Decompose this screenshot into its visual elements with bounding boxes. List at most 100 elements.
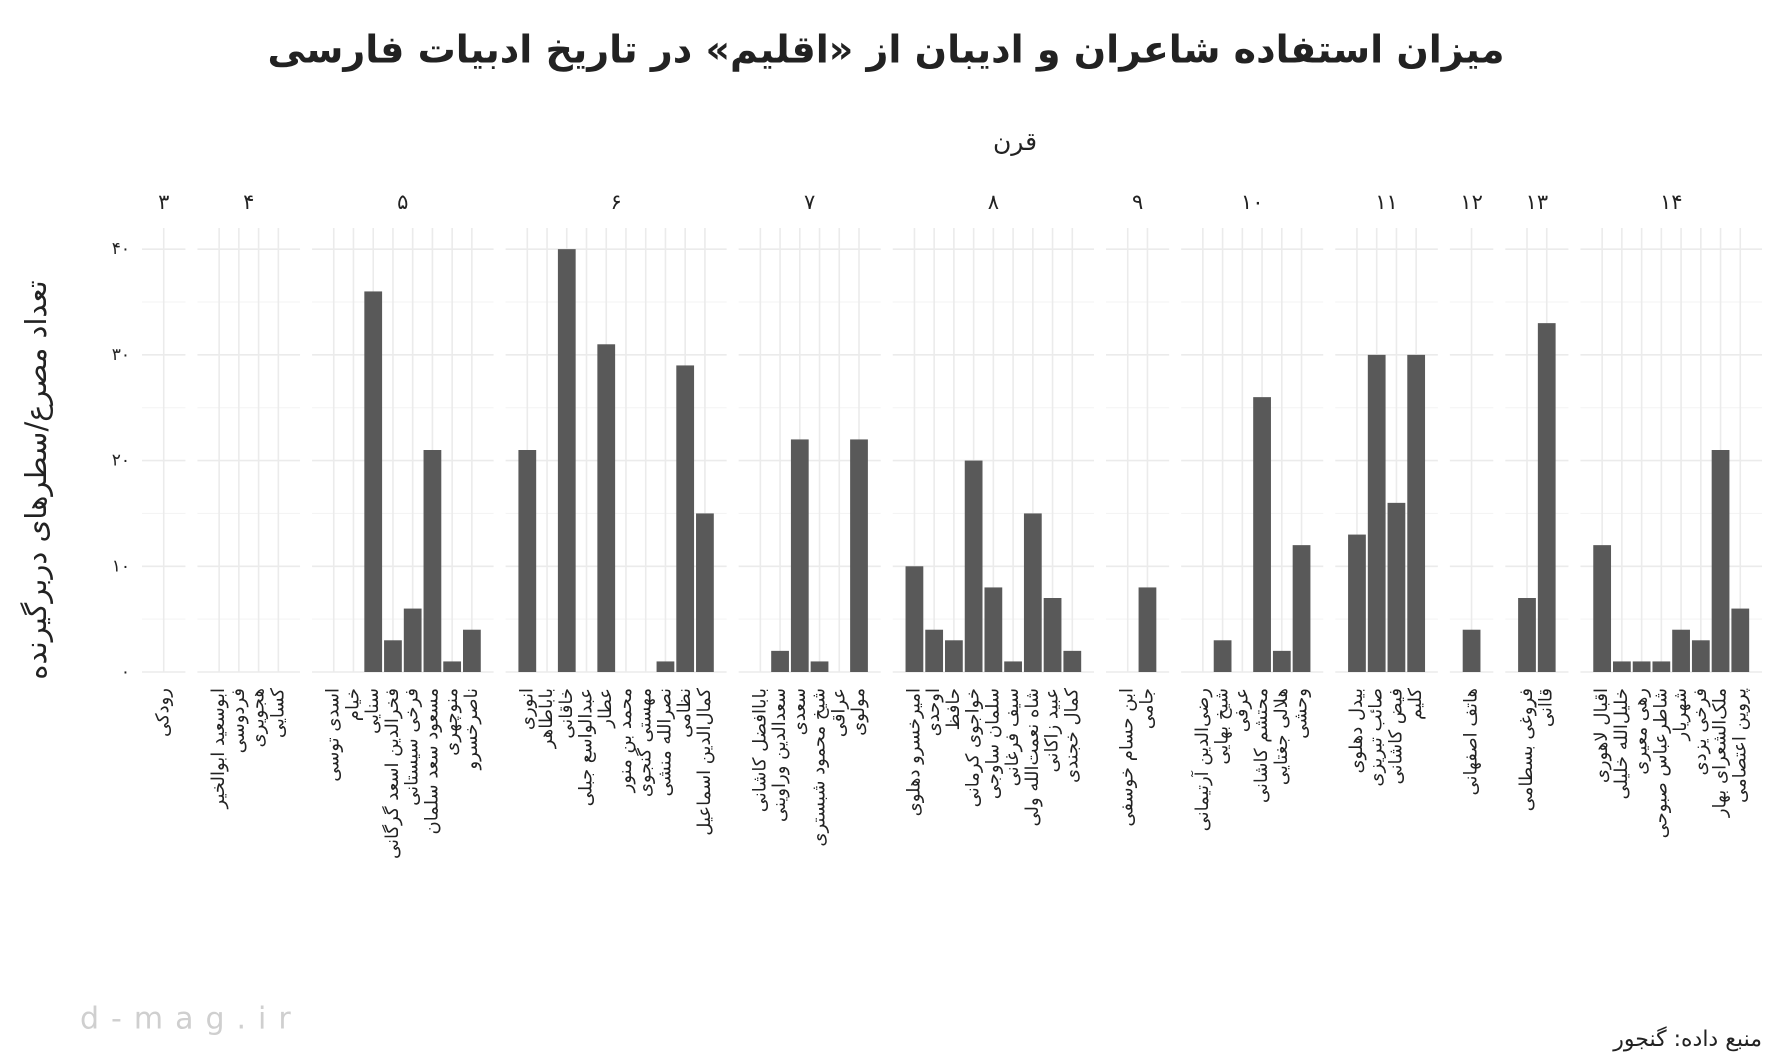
x-tick-label: فردوسی (228, 688, 249, 753)
x-tick-label: انوری (516, 688, 537, 730)
bar (597, 344, 616, 672)
bar (463, 629, 481, 672)
x-tick-label: اسدی توسی (323, 688, 344, 782)
bar (1593, 545, 1612, 672)
x-tick-label: محتشم کاشانی (1251, 688, 1272, 803)
bar (1367, 354, 1386, 672)
x-tick-label: بیدل دهلوی (1346, 688, 1367, 774)
facet-label: ۱۲ (1460, 190, 1483, 214)
x-tick-label: صائب تبریزی (1366, 688, 1387, 787)
bar (810, 661, 829, 672)
bar (1731, 608, 1750, 672)
bar (945, 640, 963, 672)
x-tick-label: هاتف اصفهانی (1461, 688, 1482, 796)
facet-label: ۸ (988, 190, 999, 214)
x-tick-label: پروین اعتصامی (1729, 688, 1750, 803)
bar (423, 450, 442, 672)
bar (1213, 640, 1232, 672)
bar (1023, 513, 1042, 672)
x-tick-label: رضی‌الدین آرتیمانی (1190, 688, 1213, 831)
bar (1253, 397, 1271, 672)
x-tick-label: فخرالدین اسعد گرگانی (381, 688, 403, 859)
bar (364, 291, 383, 672)
x-tick-label: اقبال لاهوری (1591, 688, 1612, 783)
x-tick-label: عراقی (828, 688, 849, 737)
x-tick-label: فیض کاشانی (1385, 688, 1406, 784)
y-tick-label: ۲۰ (112, 451, 130, 471)
facet-label: ۳ (158, 190, 169, 214)
x-tick-label: حافظ (943, 688, 964, 730)
caption: منبع داده: گنجور (1612, 1026, 1762, 1052)
x-tick-label: شاه نعمت‌الله ولی (1022, 688, 1043, 827)
bar (676, 365, 695, 672)
facet-label: ۵ (397, 190, 408, 214)
x-tick-label: نصرالله منشی (654, 688, 675, 797)
bar (925, 629, 944, 672)
x-tick-label: مهستی گنجوی (634, 688, 656, 797)
bar (1652, 661, 1671, 672)
y-tick-label: ۱۰ (112, 556, 130, 576)
x-tick-label: عبید زاکانی (1042, 688, 1063, 773)
facet-label: ۱۰ (1241, 190, 1264, 214)
x-tick-label: باباطاهر (536, 688, 557, 749)
x-tick-label: امیرخسرو دهلوی (903, 688, 924, 816)
chart-title: میزان استفاده شاعران و ادیبان از «اقلیم»… (268, 28, 1505, 73)
bar (850, 439, 868, 672)
bar (1387, 502, 1406, 672)
x-tick-label: سنایی (362, 688, 383, 734)
x-tick-label: سعدالدین وراوینی (769, 688, 790, 822)
x-tick-label: عطار (595, 688, 616, 729)
x-tick-label: خیام (342, 688, 363, 721)
bar (696, 513, 714, 672)
bar (1004, 661, 1022, 672)
x-tick-label: باباافضل کاشانی (749, 688, 770, 812)
bar (771, 650, 789, 672)
x-tick-label: شهریار (1670, 688, 1691, 742)
bar (557, 249, 576, 672)
bar (1272, 650, 1291, 672)
x-tick-label: ناصرخسرو (461, 688, 482, 771)
x-tick-label: منوچهری (441, 688, 462, 756)
x-tick-label: هلالی جغتایی (1271, 688, 1292, 785)
x-tick-label: عرفی (1231, 688, 1252, 732)
y-tick-label: ۴۰ (112, 239, 130, 259)
x-tick-label: نظامی (674, 688, 695, 738)
bar (443, 661, 462, 672)
bar (518, 450, 537, 672)
bar (1632, 661, 1651, 672)
x-tick-label: ملک‌الشعرای بهار (1710, 688, 1731, 818)
x-tick-label: سلمان ساوجی (982, 688, 1003, 799)
bar (790, 439, 809, 672)
x-tick-label: جامی (1136, 688, 1157, 729)
x-tick-label: کسایی (267, 688, 288, 739)
x-tick-label: ابن حسام خوسفی (1117, 688, 1138, 827)
y-tick-label: ۳۰ (112, 345, 130, 365)
x-tick-label: فرخی یزدی (1690, 688, 1711, 775)
x-tick-label: خواجوی کرمانی (963, 688, 984, 807)
bar (1407, 354, 1426, 672)
facet-label: ۱۴ (1660, 190, 1683, 214)
x-tick-label: فروغی بسطامی (1516, 688, 1537, 811)
bar (1043, 598, 1062, 672)
bar (384, 640, 402, 672)
x-tick-label: شیخ محمود شبستری (809, 688, 830, 847)
bar (964, 460, 983, 672)
x-tick-label: شاطرعباس صبوحی (1650, 688, 1671, 838)
x-tick-label: مولوی (848, 688, 869, 736)
x-tick-label: ابوسعید ابوالخیر (208, 688, 229, 809)
bar (1348, 534, 1366, 672)
x-tick-label: اوحدی (923, 688, 944, 736)
x-tick-label: سیف فرغانی (1002, 688, 1023, 786)
x-tick-label: مسعود سعد سلمان (421, 688, 442, 835)
bar (1711, 450, 1730, 672)
bar (1138, 587, 1157, 672)
x-tick-label: عبدالواسع جبلی (576, 688, 597, 806)
bar (984, 587, 1003, 672)
x-tick-label: محمد بن منور (615, 688, 636, 793)
bar (1518, 598, 1536, 672)
x-tick-label: رودکی (153, 688, 174, 737)
facet-label: ۹ (1132, 190, 1143, 214)
x-tick-label: کلیم (1405, 688, 1426, 720)
facet-label: ۶ (610, 190, 621, 214)
